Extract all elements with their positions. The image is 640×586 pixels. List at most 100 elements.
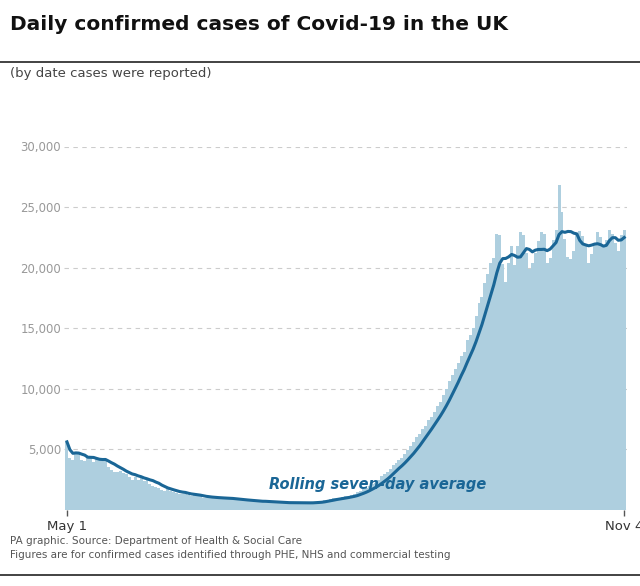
Bar <box>614 243 617 510</box>
Bar <box>294 503 297 510</box>
Bar <box>196 496 199 510</box>
Bar <box>205 498 208 510</box>
Bar <box>172 492 175 510</box>
Bar <box>264 502 267 510</box>
Bar <box>365 488 368 510</box>
Bar <box>546 263 548 510</box>
Bar <box>362 489 365 510</box>
Bar <box>392 465 394 510</box>
Bar <box>557 185 561 510</box>
Bar <box>166 489 169 510</box>
Bar <box>495 234 499 510</box>
Bar <box>217 498 220 510</box>
Bar <box>499 235 501 510</box>
Bar <box>95 458 98 510</box>
Bar <box>359 490 362 510</box>
Bar <box>305 503 308 510</box>
Bar <box>383 474 386 510</box>
Bar <box>234 499 237 510</box>
Bar <box>300 502 303 510</box>
Bar <box>193 495 196 510</box>
Bar <box>421 429 424 510</box>
Bar <box>451 376 454 510</box>
Bar <box>303 503 305 510</box>
Bar <box>406 451 410 510</box>
Bar <box>403 454 406 510</box>
Bar <box>410 445 412 510</box>
Bar <box>312 502 314 510</box>
Bar <box>148 485 152 510</box>
Bar <box>136 480 140 510</box>
Text: Daily confirmed cases of Covid-19 in the UK: Daily confirmed cases of Covid-19 in the… <box>10 15 508 33</box>
Bar <box>415 437 418 510</box>
Bar <box>237 500 241 510</box>
Bar <box>519 233 522 510</box>
Bar <box>590 254 593 510</box>
Bar <box>570 259 572 510</box>
Bar <box>125 473 128 510</box>
Bar <box>113 472 116 510</box>
Bar <box>371 485 374 510</box>
Bar <box>374 483 377 510</box>
Bar <box>241 500 243 510</box>
Bar <box>587 263 590 510</box>
Bar <box>552 240 555 510</box>
Bar <box>433 412 436 510</box>
Bar <box>131 480 134 510</box>
Bar <box>323 500 326 510</box>
Bar <box>110 470 113 510</box>
Bar <box>178 494 181 510</box>
Bar <box>501 264 504 510</box>
Bar <box>308 503 312 510</box>
Bar <box>388 469 392 510</box>
Bar <box>463 352 466 510</box>
Bar <box>143 481 145 510</box>
Bar <box>513 265 516 510</box>
Bar <box>439 402 442 510</box>
Bar <box>481 297 483 510</box>
Bar <box>65 442 68 510</box>
Bar <box>483 284 486 510</box>
Bar <box>338 498 341 510</box>
Bar <box>566 257 570 510</box>
Bar <box>596 233 599 510</box>
Bar <box>77 454 80 510</box>
Bar <box>575 235 579 510</box>
Bar <box>270 502 273 510</box>
Bar <box>584 246 587 510</box>
Bar <box>412 442 415 510</box>
Bar <box>107 467 110 510</box>
Bar <box>397 460 401 510</box>
Bar <box>516 246 519 510</box>
Bar <box>252 501 255 510</box>
Bar <box>145 479 148 510</box>
Bar <box>611 234 614 510</box>
Bar <box>326 499 330 510</box>
Bar <box>605 240 608 510</box>
Bar <box>232 499 234 510</box>
Bar <box>202 498 205 510</box>
Bar <box>424 425 427 510</box>
Bar <box>593 243 596 510</box>
Bar <box>617 251 620 510</box>
Bar <box>474 316 477 510</box>
Bar <box>161 490 163 510</box>
Bar <box>531 263 534 510</box>
Bar <box>228 499 232 510</box>
Bar <box>163 491 166 510</box>
Text: PA graphic. Source: Department of Health & Social Care: PA graphic. Source: Department of Health… <box>10 536 301 546</box>
Bar <box>199 496 202 510</box>
Bar <box>279 502 282 510</box>
Bar <box>394 462 397 510</box>
Bar <box>563 239 566 510</box>
Bar <box>101 461 104 510</box>
Bar <box>80 459 83 510</box>
Bar <box>555 230 557 510</box>
Bar <box>332 498 335 510</box>
Bar <box>258 502 261 510</box>
Bar <box>510 246 513 510</box>
Bar <box>83 461 86 510</box>
Bar <box>522 235 525 510</box>
Bar <box>623 230 626 510</box>
Bar <box>561 212 563 510</box>
